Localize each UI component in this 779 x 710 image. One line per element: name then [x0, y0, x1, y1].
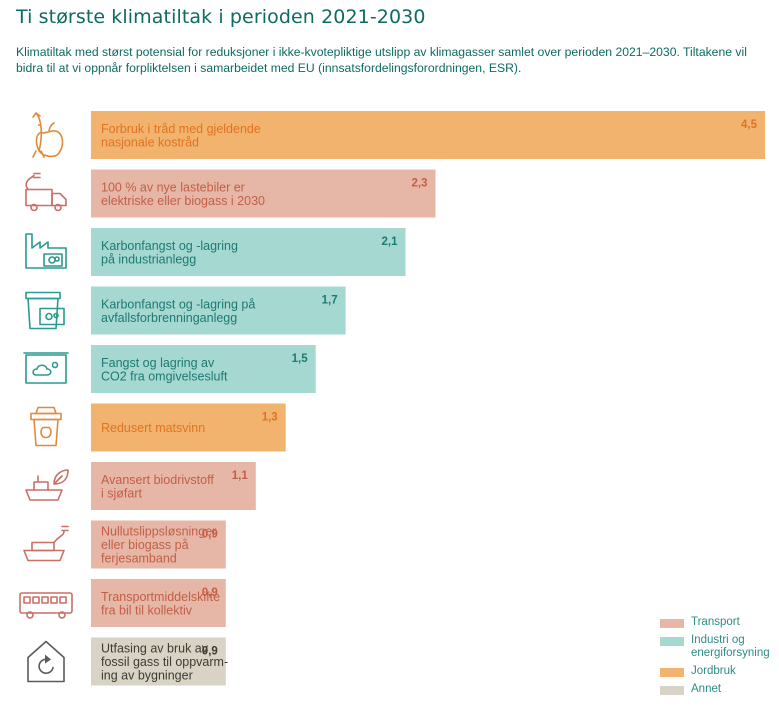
- factory-capture-icon: [25, 233, 67, 269]
- legend-item: Jordbruk: [660, 665, 775, 678]
- bar-row: Redusert matsvinn 1,3: [30, 403, 286, 452]
- air-capture-icon: [23, 352, 69, 384]
- fish-apple-icon: [32, 112, 64, 158]
- bar-value-label: 1,1: [232, 470, 249, 482]
- legend-item: Industri og energiforsyning: [660, 634, 775, 660]
- legend-item: Transport: [660, 616, 775, 629]
- bar: [91, 462, 256, 510]
- bar-value-label: 0,9: [202, 529, 218, 541]
- bar: [91, 403, 286, 452]
- bar-value-label: 0,9: [202, 587, 218, 599]
- bar-category-label: Fangst og lagring av CO2 fra omgivelseslu…: [101, 356, 228, 384]
- bar-value-label: 1,7: [322, 295, 338, 307]
- bar-category-label: Transportmiddelskifte fra bil til kollekt…: [101, 590, 220, 618]
- bar-value-label: 2,3: [411, 178, 427, 190]
- waste-bin-capture-icon: [25, 291, 65, 330]
- bar: [91, 637, 226, 686]
- bar-row: Fangst og lagring av CO2 fra omgivelseslu…: [23, 345, 316, 393]
- bar-category-label: 100 % av nye lastebiler er elektriske ell…: [101, 180, 265, 208]
- legend: Transport Industri og energiforsyning Jord…: [660, 616, 775, 701]
- bar-row: Avansert biodrivstoff i sjøfart 1,1: [25, 462, 256, 510]
- bar: [91, 169, 436, 218]
- chart-title: Ti største klimatiltak i perioden 2021-2…: [16, 6, 426, 28]
- electric-ferry-icon: [23, 525, 69, 562]
- bar: [91, 579, 226, 627]
- food-waste-bin-icon: [30, 406, 62, 447]
- legend-item: Annet: [660, 683, 775, 696]
- electric-truck-icon: [25, 172, 67, 212]
- legend-label: Annet: [691, 683, 722, 695]
- bar: [91, 228, 406, 276]
- bar-value-label: 0,9: [202, 646, 218, 658]
- legend-label: Transport: [691, 616, 740, 628]
- bar-row: Transportmiddelskifte fra bil til kollekt…: [19, 579, 226, 627]
- legend-swatch: [660, 686, 684, 695]
- bar-row: Nullutslippsløsninger eller biogass på fer…: [23, 520, 226, 569]
- legend-swatch: [660, 637, 684, 646]
- chart-subtitle: Klimatiltak med størst potensial for red…: [16, 45, 747, 75]
- legend-label: Industri og energiforsyning: [691, 634, 770, 659]
- bar-row: 100 % av nye lastebiler er elektriske ell…: [25, 169, 436, 218]
- house-heating-icon: [27, 640, 65, 683]
- bar: [91, 520, 226, 569]
- legend-swatch: [660, 619, 684, 628]
- bar: [91, 111, 765, 159]
- bar-category-label: Karbonfangst og -lagring på industrianleg…: [101, 239, 238, 267]
- legend-swatch: [660, 668, 684, 677]
- bar-row: Utfasing av bruk av fossil gass til oppva…: [27, 637, 228, 686]
- bar-row: Forbruk i tråd med gjeldende nasjonale ko…: [32, 111, 765, 159]
- bar-category-label: Forbruk i tråd med gjeldende nasjonale ko…: [101, 122, 261, 150]
- legend-label: Jordbruk: [691, 665, 736, 677]
- bar-row: Karbonfangst og -lagring på industrianleg…: [25, 228, 406, 276]
- bar-value-label: 2,1: [382, 236, 399, 248]
- bar-category-label: Karbonfangst og -lagring på avfallsforbre…: [101, 297, 255, 325]
- bar-value-label: 4,5: [741, 119, 758, 131]
- bar-value-label: 1,5: [292, 353, 309, 365]
- bar: [91, 286, 346, 335]
- bar-row: Karbonfangst og -lagring på avfallsforbre…: [25, 286, 346, 335]
- bar-category-label: Utfasing av bruk av fossil gass til oppva…: [101, 642, 228, 683]
- bar-value-label: 1,3: [262, 412, 278, 424]
- bar-category-label: Nullutslippsløsninger eller biogass på fer…: [101, 525, 216, 566]
- bar-category-label: Redusert matsvinn: [101, 421, 205, 435]
- bus-icon: [19, 592, 73, 619]
- bar-category-label: Avansert biodrivstoff i sjøfart: [101, 473, 214, 501]
- bar: [91, 345, 316, 393]
- bio-ship-icon: [25, 469, 69, 501]
